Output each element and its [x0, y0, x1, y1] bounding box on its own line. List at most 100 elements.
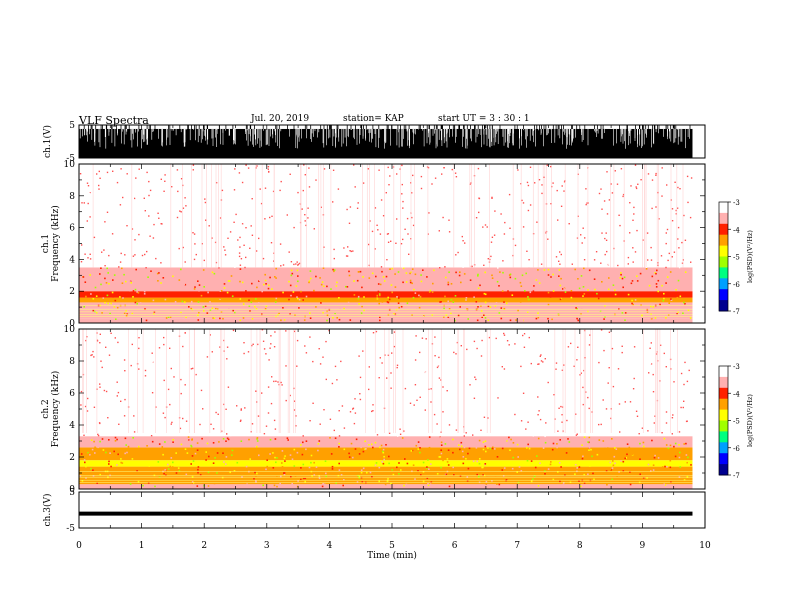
ch1-speckle — [289, 204, 291, 206]
ch1-speckle — [151, 247, 153, 250]
ch2-speckle — [154, 429, 156, 431]
ch1-speckle-low — [460, 281, 462, 284]
ch2-speckle — [481, 339, 483, 342]
ch2-speckle-low — [317, 449, 319, 452]
ch2-speckle-low — [502, 475, 505, 477]
ch1-speckle — [502, 208, 504, 210]
ch1-speckle-low — [106, 267, 108, 270]
ch1-speckle-low — [124, 268, 126, 271]
ch2-speckle — [325, 378, 327, 381]
ch1-speckle — [86, 182, 89, 184]
ch1-speckle — [128, 178, 130, 180]
ch2-speckle-low — [125, 444, 127, 446]
ch2-speckle — [370, 420, 372, 423]
ch2-speckle-low — [592, 472, 594, 475]
ch2-speckle-low — [231, 454, 233, 456]
ch2-speckle — [96, 340, 99, 342]
ch1-speckle — [371, 230, 374, 233]
ch1-speckle-low — [332, 317, 334, 319]
ch1-speckle-low — [188, 306, 190, 308]
ch2-speckle — [285, 365, 287, 367]
ch1-speckle — [328, 222, 330, 224]
ch1-speckle — [351, 182, 354, 184]
ch1-speckle — [514, 244, 517, 247]
ch1-speckle — [555, 204, 558, 206]
ch1-speckle — [622, 195, 624, 198]
ch2-speckle-low — [613, 455, 616, 458]
ch2-speckle — [503, 332, 505, 335]
ch2-speckle — [126, 429, 128, 431]
ch2-speckle-low — [117, 453, 119, 456]
ch1-speckle — [608, 192, 610, 194]
ch1-speckle-low — [303, 319, 306, 321]
colorbar-swatch — [719, 248, 728, 252]
ch1-speckle-low — [537, 316, 540, 319]
ch1-speckle-low — [391, 267, 394, 270]
ch2-speckle-low — [501, 469, 504, 471]
ch2-speckle — [411, 330, 413, 332]
ch1-speckle-low — [296, 296, 298, 298]
ch1-speckle — [324, 201, 327, 204]
ch1-speckle-low — [303, 307, 306, 309]
ch2-speckle — [323, 409, 325, 411]
ch1-speckle — [586, 226, 588, 228]
ch2-speckle — [619, 431, 621, 433]
ch1-speckle-low — [143, 293, 146, 295]
ch1-speckle — [393, 265, 396, 268]
ch2-speckle-low — [231, 449, 234, 452]
ch1-speckle — [340, 225, 342, 227]
ch2-speckle-low — [654, 456, 657, 459]
ch2-speckle-low — [358, 471, 361, 473]
ch2-speckle — [163, 379, 165, 382]
ch2-speckle — [181, 373, 184, 375]
ch2-speckle-low — [258, 454, 260, 457]
ch1-speckle-low — [339, 307, 341, 309]
ch1-speckle — [209, 248, 211, 250]
ch1-speckle — [608, 230, 611, 232]
ch2-speckle-low — [218, 469, 220, 471]
ch1-speckle-low — [203, 310, 205, 312]
ch1-speckle — [591, 248, 593, 250]
ch2-speckle — [226, 334, 228, 336]
ch1-speckle — [431, 183, 433, 185]
ch1-speckle-low — [110, 302, 112, 305]
ch1-speckle-low — [421, 279, 424, 281]
ch1-speckle-low — [309, 277, 312, 280]
ch2-speckle — [515, 421, 518, 423]
ch2-speckle-low — [270, 478, 272, 481]
y-tick-label: 6 — [69, 389, 75, 399]
ch1-speckle — [216, 182, 218, 185]
ch2-speckle-low — [343, 479, 345, 481]
ch2-speckle — [570, 342, 572, 345]
ch2-speckle-low — [371, 443, 373, 446]
ch1-speckle — [228, 203, 230, 205]
ch2-speckle-low — [476, 460, 478, 463]
ch2-speckle-low — [284, 455, 286, 457]
ch2-speckle — [205, 395, 208, 397]
ch1-speckle-low — [297, 275, 299, 277]
ch2-speckle-low — [636, 450, 638, 453]
ch1-speckle-low — [405, 281, 408, 283]
ch2-speckle — [434, 336, 436, 338]
ch2-speckle-low — [192, 485, 194, 488]
ch1-speckle — [126, 173, 128, 175]
ch1-speckle — [295, 263, 297, 265]
ch1-speckle — [378, 169, 380, 171]
ch2-speckle-low — [164, 469, 166, 471]
ch1-speckle-low — [104, 302, 106, 304]
ch1-speckle — [279, 189, 281, 192]
ch1-speckle — [164, 180, 166, 182]
ch2-speckle — [615, 370, 618, 372]
ch2-speckle-low — [283, 457, 286, 460]
ch2-speckle — [264, 387, 266, 389]
ch2-speckle — [308, 353, 311, 355]
ch2-speckle-low — [281, 462, 283, 464]
ch2-speckle — [116, 395, 118, 397]
ch2-speckle — [267, 386, 270, 388]
ch1-speckle — [677, 186, 679, 189]
ch2-speckle-low — [415, 437, 417, 440]
ch1-speckle — [650, 259, 653, 261]
ch2-speckle — [156, 389, 158, 392]
ch1-speckle — [157, 212, 159, 214]
ch1-speckle — [490, 241, 493, 243]
